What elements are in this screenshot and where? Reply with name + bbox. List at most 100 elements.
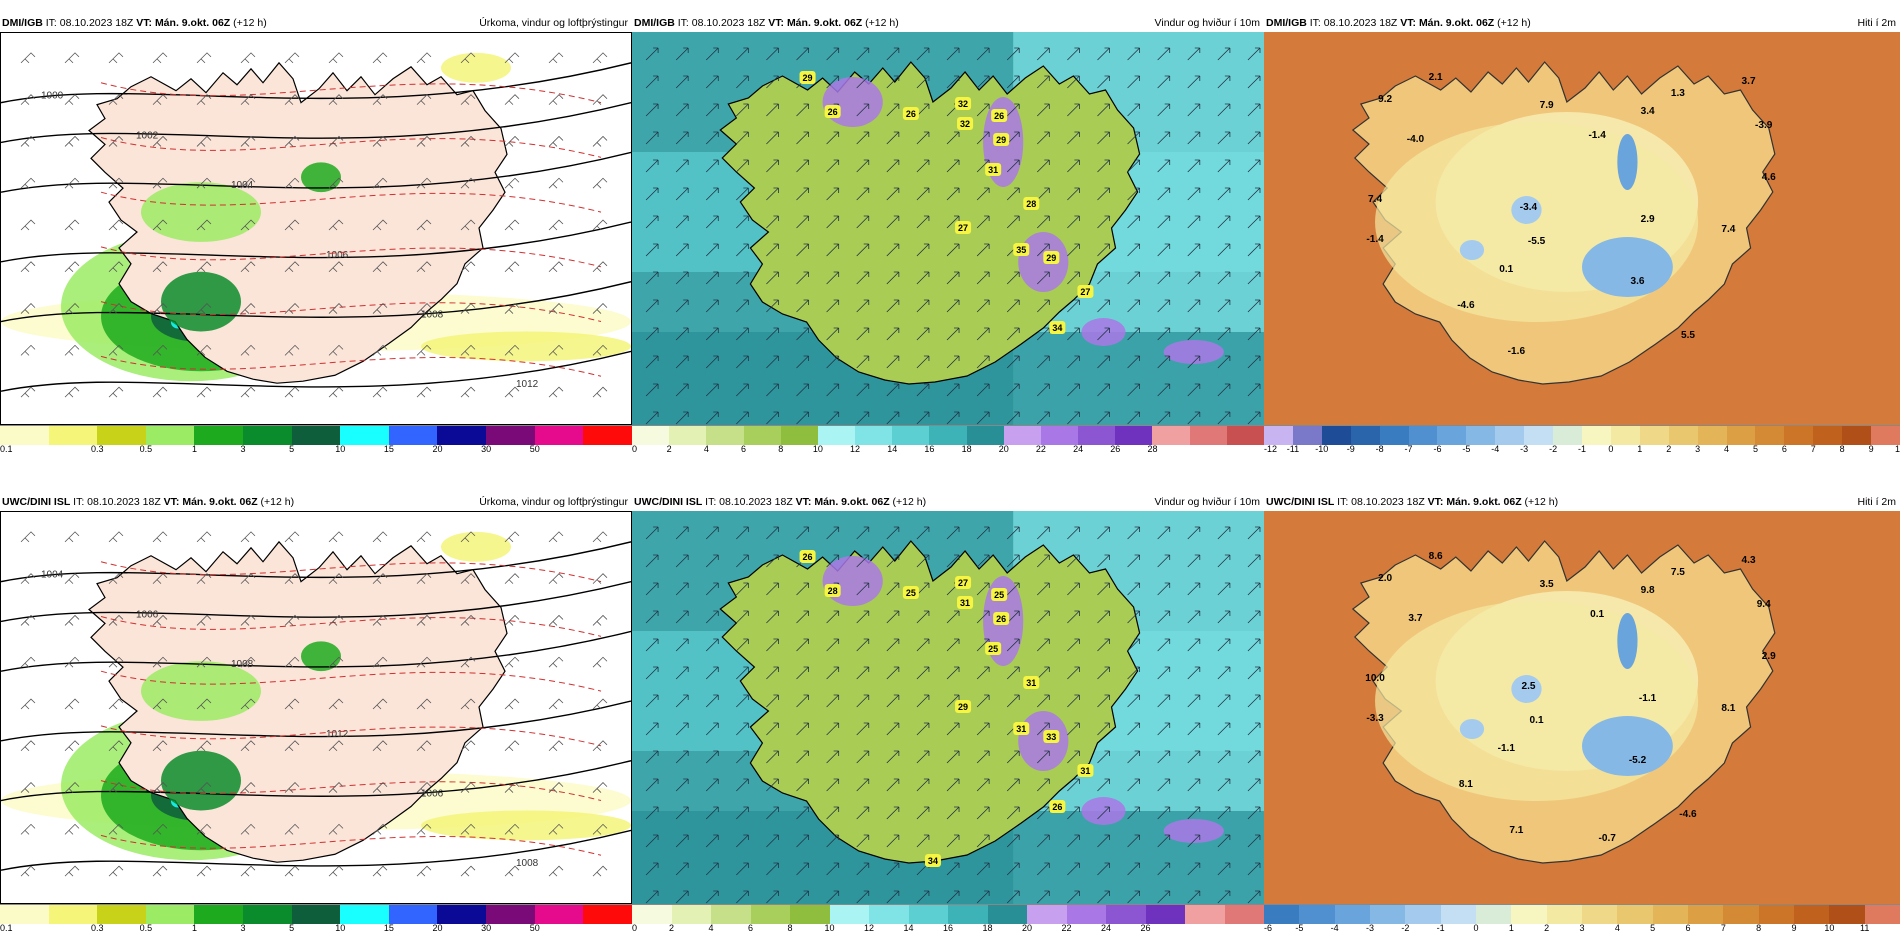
wind-arrow [826,610,840,624]
colorbar-cell [671,905,711,924]
lead-time: (+12 h) [1524,496,1559,508]
wind-barb [240,94,256,105]
wind-barb [504,344,520,356]
cold-area [1511,196,1542,224]
wind-arrow [856,47,870,61]
colorbar-tick: -12 [1264,444,1278,454]
wind-barb [372,177,388,189]
wind-arrow [1187,666,1201,680]
colorbar-cell [291,905,341,924]
wind-arrow [1006,554,1020,568]
wind-arrow [1067,159,1080,173]
wind-arrow [1247,131,1261,145]
isobar-label: 1006 [421,789,444,800]
wind-barb [284,865,300,877]
gust-label-bg [955,97,972,110]
wind-arrow [1036,694,1050,708]
wind-arrow [645,103,659,117]
wind-arrow [1157,694,1171,708]
wind-arrow [946,694,960,708]
isobar-label: 1002 [136,130,159,141]
wind-barb [416,573,432,584]
wind-arrow [1006,834,1020,848]
colorbar-cell [743,426,781,445]
lead-time: (+12 h) [233,17,267,29]
wind-arrow [1217,750,1231,764]
wind-arrow [916,271,930,285]
wind-arrow [976,862,990,876]
gust-label-bg [799,550,816,563]
colorbar-tick: 50 [529,923,540,933]
wind-arrow [645,75,659,89]
wind-arrow [766,411,779,425]
wind-barb [240,531,256,543]
wind-arrow [645,610,659,624]
wind-arrow [675,299,689,313]
colorbar-cell [1321,426,1351,445]
isobar-label: 1004 [231,180,254,191]
wind-arrow [1217,778,1231,792]
gust-value: 29 [1046,253,1056,263]
colorbar-cell [388,905,438,924]
wind-arrow [1006,299,1020,313]
temperature-value: -4.6 [1457,300,1475,311]
wind-barb [548,344,564,356]
wind-barb [108,344,124,356]
wind-arrow [675,243,689,257]
wind-barb [592,177,608,189]
wind-arrow [736,159,749,173]
wind-arrow [1217,411,1231,425]
wind-barb [328,782,344,793]
wind-arrow [736,383,749,397]
wind-arrow [675,355,689,369]
wind-barb [108,698,124,710]
wind-arrow [1006,355,1020,369]
wind-arrow [1067,666,1080,680]
wind-arrow [946,187,960,201]
colorbar-cell [1581,426,1611,445]
wind-arrow [916,243,930,257]
field-name: Hiti í 2m [1857,17,1896,29]
map-area: 1004 1006 1008 1012 1006 1008 [0,511,632,904]
wind-barb [328,177,344,189]
wind-barb [548,219,564,231]
wind-arrow [1247,411,1261,425]
gust-value: 33 [1046,732,1056,742]
wind-arrow [1127,862,1141,876]
wind-arrow [645,271,659,285]
isobar-line [1,580,631,623]
colorbar-cell [1668,426,1698,445]
wind-arrow [1247,890,1261,904]
precip-area [161,750,241,811]
colorbar-cell [790,905,830,924]
wind-arrow [946,554,960,568]
panel-temp-uwc: UWC/DINI ISL IT: 08.10.2023 18Z VT: Mán.… [1264,493,1900,943]
wind-barb [548,614,564,626]
wind-barb [416,344,432,356]
lead-time: (+12 h) [865,17,899,29]
colorbar-cell [829,905,869,924]
wind-arrow [826,638,840,652]
wind-barb [108,177,124,189]
wind-arrow [1247,47,1261,61]
colorbar-cell [97,905,146,924]
colorbar-tick: 10 [812,444,823,454]
wind-arrow [796,694,809,708]
colorbar-cell [1784,426,1814,445]
colorbar-cell [1652,905,1688,924]
wind-barb [504,573,520,584]
wind-arrow [796,610,809,624]
wind-arrow [916,131,930,145]
temperature-value: 0.1 [1590,609,1604,620]
model-name: DMI/IGB [1266,17,1307,29]
colorbar-tick: 20 [432,444,443,454]
wind-arrow [766,299,779,313]
map-svg: 26 28 25 27 25 31 26 25 31 29 31 33 31 26 34 [632,511,1264,904]
wind-arrow [736,75,749,89]
wind-arrow [675,271,689,285]
wind-arrow [1187,806,1201,820]
wind-barb [196,656,212,668]
colorbar-tick: 5 [1752,444,1758,454]
colorbar-tick: 16 [942,923,954,933]
model-name: DMI/IGB [2,17,43,29]
